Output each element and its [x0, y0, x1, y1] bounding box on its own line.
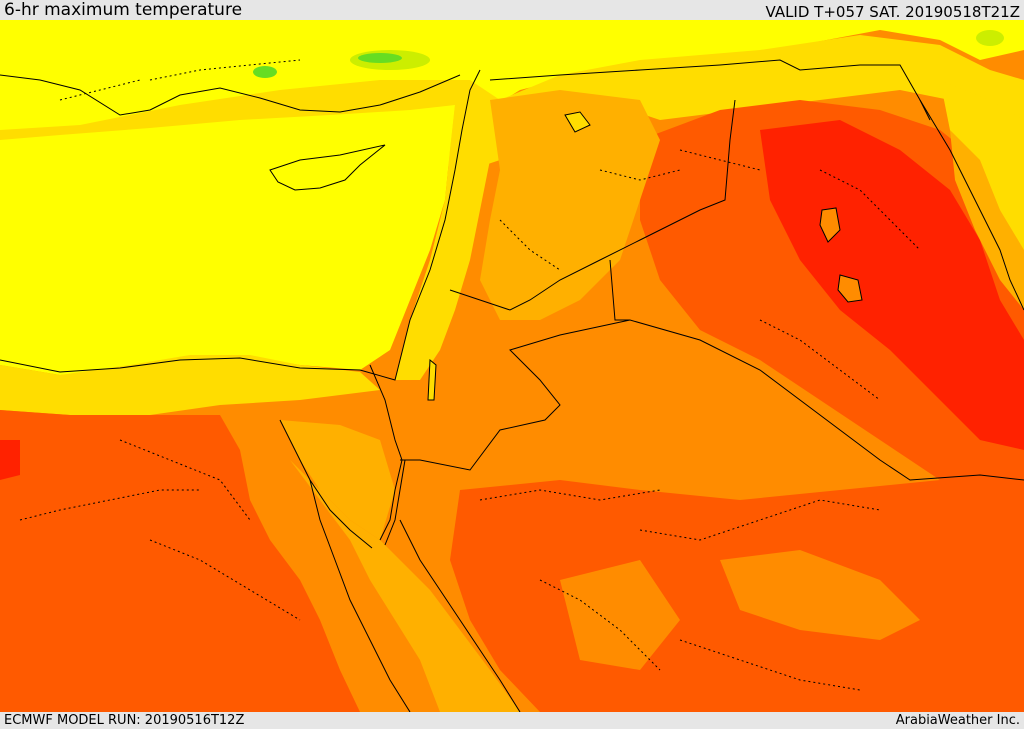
- map-title: 6-hr maximum temperature: [4, 0, 243, 20]
- zone-egypt-red: [0, 440, 20, 480]
- temperature-map-svg: [0, 20, 1024, 712]
- credit-label: ArabiaWeather Inc.: [895, 713, 1020, 728]
- temperature-map: [0, 20, 1024, 712]
- zone-egypt-redorange: [0, 410, 360, 712]
- coastline-cyprus: [269, 144, 386, 191]
- zone-north-yellow: [0, 20, 1024, 145]
- coastline-turkey: [0, 74, 461, 116]
- lake-dead-sea: [427, 358, 437, 401]
- footer-bar: ECMWF MODEL RUN: 20190516T12Z ArabiaWeat…: [0, 712, 1024, 729]
- zone-green-b: [358, 53, 402, 63]
- valid-time-label: VALID T+057 SAT. 20190518T21Z: [765, 3, 1020, 21]
- lake-tharthar: [819, 207, 841, 243]
- coastline-levant: [0, 69, 481, 381]
- province-lines: [19, 59, 921, 691]
- zone-arabia-orange-patch2: [560, 560, 680, 670]
- zone-green-c: [253, 66, 277, 78]
- zone-arabia-orange-patch: [720, 550, 920, 640]
- coastline-gulf-suez: [279, 419, 373, 549]
- lake-assad: [564, 111, 591, 133]
- border-syria-iraq: [489, 59, 931, 121]
- zone-iraq-red: [760, 120, 1024, 450]
- model-run-label: ECMWF MODEL RUN: 20190516T12Z: [4, 713, 245, 728]
- zone-sinai-amber: [280, 420, 395, 540]
- coastline-red-sea-east: [399, 519, 521, 712]
- border-saudi-iraq: [609, 259, 1024, 481]
- border-jordan-saudi: [400, 319, 631, 471]
- zone-green-d: [976, 30, 1004, 46]
- border-israel-egypt: [369, 364, 403, 541]
- header-bar: 6-hr maximum temperature VALID T+057 SAT…: [0, 0, 1024, 21]
- zone-mediterranean: [0, 105, 455, 375]
- coastline-gulf-aqaba: [384, 459, 406, 546]
- coastline-persian-gulf: [919, 99, 1024, 311]
- zone-levant-gold: [395, 105, 490, 380]
- zone-red-sea: [290, 460, 520, 712]
- coastline-red-sea-west: [309, 479, 411, 712]
- zone-syria-amber: [480, 90, 660, 320]
- border-iraq-syria-south: [449, 99, 736, 311]
- lake-razazza: [837, 274, 863, 303]
